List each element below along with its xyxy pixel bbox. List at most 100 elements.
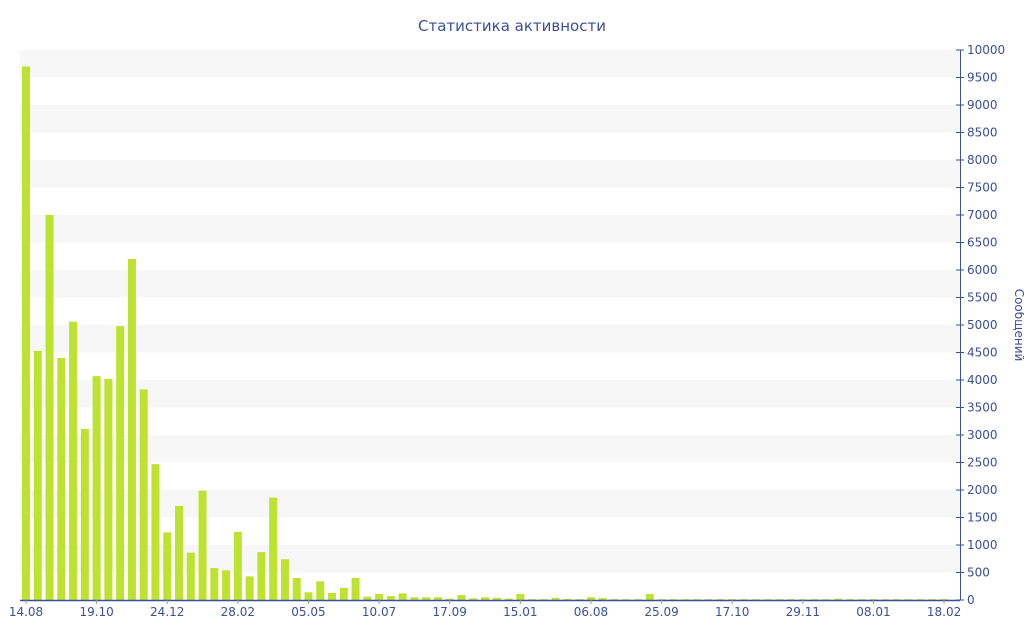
x-tick-label: 14.08 (9, 605, 43, 619)
y-tick-label: 9500 (967, 71, 998, 85)
bar (728, 599, 737, 600)
y-tick-label: 500 (967, 566, 990, 580)
bar (69, 321, 78, 600)
bar (892, 599, 901, 600)
bar (186, 552, 195, 600)
y-axis-label: Сообщений (1012, 289, 1024, 362)
bar (834, 598, 843, 600)
bar (504, 598, 513, 600)
grid-band (20, 490, 960, 518)
y-tick-label: 3000 (967, 428, 998, 442)
bar (669, 599, 678, 600)
bar (433, 597, 442, 600)
bar (257, 552, 266, 600)
y-tick-label: 4500 (967, 346, 998, 360)
y-tick-label: 8500 (967, 126, 998, 140)
x-tick-label: 05.05 (291, 605, 325, 619)
bar (469, 598, 478, 600)
bar (210, 568, 219, 600)
grid-band (20, 160, 960, 188)
x-tick-label: 25.09 (644, 605, 678, 619)
y-tick-label: 5500 (967, 291, 998, 305)
bar (245, 576, 254, 600)
y-tick-label: 3500 (967, 401, 998, 415)
bar (787, 599, 796, 600)
bar (280, 559, 289, 600)
grid-band (20, 50, 960, 78)
grid-band (20, 215, 960, 243)
bar (304, 592, 313, 600)
x-tick-label: 18.02 (927, 605, 961, 619)
bar (233, 531, 242, 600)
bar (45, 215, 54, 600)
grid-band (20, 380, 960, 408)
x-tick-label: 15.01 (503, 605, 537, 619)
grid-band (20, 270, 960, 298)
bar (904, 599, 913, 600)
bar (116, 326, 125, 600)
bar (857, 599, 866, 600)
bar (634, 599, 643, 600)
bar (928, 599, 937, 600)
grid-band (20, 105, 960, 133)
y-tick-label: 0 (967, 593, 975, 607)
bar (881, 599, 890, 600)
bar (386, 596, 395, 600)
bar (916, 599, 925, 600)
x-tick-label: 28.02 (221, 605, 255, 619)
bar (610, 599, 619, 600)
x-tick-label: 29.11 (786, 605, 820, 619)
bar (622, 599, 631, 600)
bar (798, 599, 807, 600)
y-tick-label: 10000 (967, 43, 1005, 57)
y-tick-label: 1500 (967, 511, 998, 525)
bar (716, 599, 725, 600)
bar (657, 599, 666, 600)
bar (351, 578, 360, 600)
bar (57, 358, 66, 600)
x-tick-label: 24.12 (150, 605, 184, 619)
bar (80, 428, 89, 600)
bar (810, 599, 819, 600)
bar (940, 599, 949, 600)
y-tick-label: 2000 (967, 483, 998, 497)
bar (763, 599, 772, 600)
bar (363, 596, 372, 600)
bar (151, 464, 160, 600)
y-tick-label: 6000 (967, 263, 998, 277)
bar (339, 587, 348, 600)
bar (692, 599, 701, 600)
bar (328, 592, 337, 600)
x-tick-label: 06.08 (574, 605, 608, 619)
y-tick-label: 7500 (967, 181, 998, 195)
bar (292, 578, 301, 600)
x-tick-label: 08.01 (856, 605, 890, 619)
bar (575, 599, 584, 600)
grid-band (20, 325, 960, 353)
bar (645, 593, 654, 600)
y-tick-label: 8000 (967, 153, 998, 167)
bar (316, 581, 325, 600)
bar (598, 598, 607, 600)
bar (751, 599, 760, 600)
bar (516, 593, 525, 600)
bar (139, 389, 148, 600)
bar (563, 598, 572, 600)
bar (22, 66, 30, 600)
bar (739, 599, 748, 600)
bar (104, 378, 113, 600)
bar (163, 532, 172, 600)
bar (422, 597, 431, 600)
x-tick-label: 19.10 (79, 605, 113, 619)
y-tick-label: 7000 (967, 208, 998, 222)
bar (481, 597, 490, 600)
bar (775, 599, 784, 600)
x-axis: 14.08 19.10 24.12 28.02 05.05 10.07 17.09 15.01… (9, 599, 961, 619)
bar (127, 259, 136, 600)
bar (869, 599, 878, 600)
bar (845, 599, 854, 600)
y-tick-label: 9000 (967, 98, 998, 112)
bar (269, 497, 278, 600)
bar (410, 597, 419, 600)
grid-band (20, 545, 960, 573)
